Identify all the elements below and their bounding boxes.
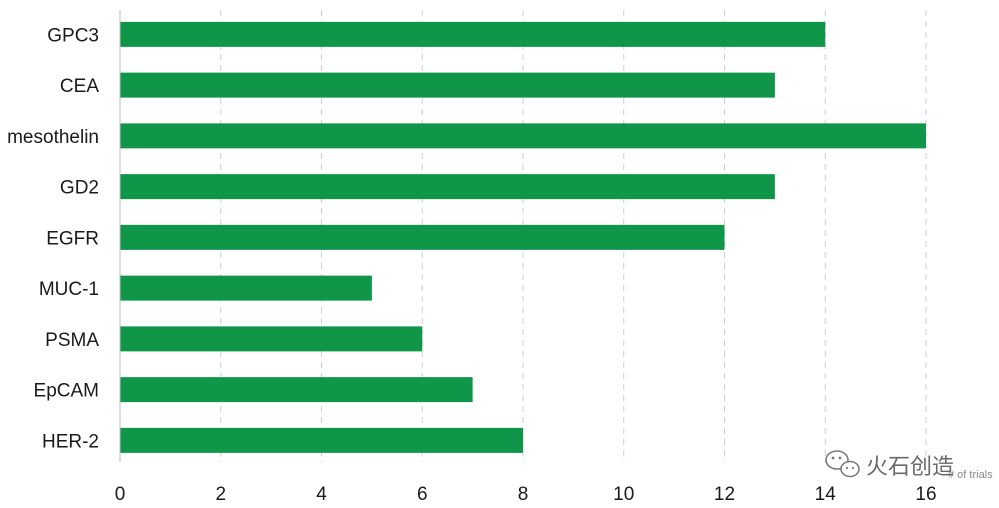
category-label-her-2: HER-2 (42, 431, 99, 452)
x-tick-label-10: 10 (613, 484, 634, 505)
x-tick-label-4: 4 (316, 484, 327, 505)
x-tick-label-12: 12 (714, 484, 735, 505)
x-tick-label-8: 8 (518, 484, 529, 505)
bar-egfr (120, 224, 725, 250)
category-label-muc-1: MUC-1 (39, 279, 99, 300)
bar-gd2 (120, 174, 775, 200)
bar-her-2 (120, 427, 523, 453)
category-label-gpc3: GPC3 (47, 25, 99, 46)
bars (120, 21, 926, 453)
x-tick-label-14: 14 (815, 484, 837, 505)
bar-gpc3 (120, 21, 826, 47)
category-label-cea: CEA (60, 76, 99, 97)
category-label-psma: PSMA (45, 330, 99, 351)
x-tick-label-16: 16 (915, 484, 936, 505)
category-labels: GPC3 CEA mesothelin GD2 EGFR MUC-1 PSMA EpCAM HE… (7, 25, 99, 452)
x-tick-labels: 0 2 4 6 8 10 12 14 16 (115, 484, 937, 505)
bar-muc-1 (120, 275, 372, 301)
watermark: # of trials 火石创造 (825, 450, 993, 481)
category-label-egfr: EGFR (46, 228, 99, 249)
watermark-text: 火石创造 (866, 455, 954, 480)
bar-psma (120, 326, 423, 352)
category-label-epcam: EpCAM (34, 381, 99, 402)
bar-epcam (120, 377, 473, 403)
bar-mesothelin (120, 123, 926, 149)
x-tick-label-2: 2 (215, 484, 226, 505)
category-label-gd2: GD2 (60, 178, 99, 199)
category-label-mesothelin: mesothelin (7, 127, 99, 148)
wechat-icon (825, 450, 860, 478)
x-tick-label-6: 6 (417, 484, 428, 505)
bar-cea (120, 72, 775, 98)
watermark-overlay-text: # of trials (948, 469, 993, 481)
x-tick-label-0: 0 (115, 484, 126, 505)
